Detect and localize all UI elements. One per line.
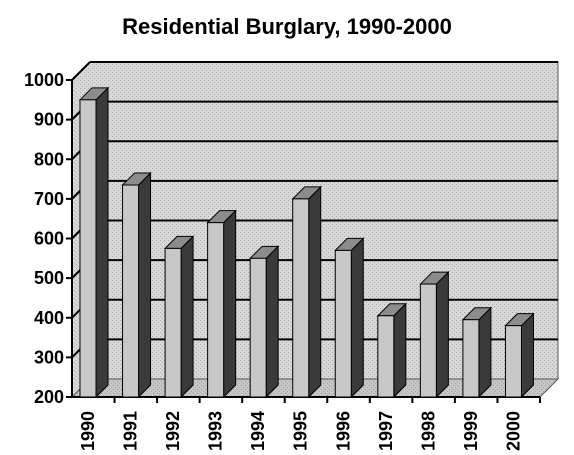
x-tick-label: 1995: [291, 411, 311, 451]
bar-side: [223, 209, 237, 399]
y-tick-label: 200: [34, 387, 64, 407]
x-tick-label: 1997: [376, 411, 396, 451]
x-tick-label: 1999: [461, 411, 481, 451]
x-tick-label: 1991: [121, 411, 141, 451]
bar: [334, 249, 352, 398]
y-tick-label: 300: [34, 347, 64, 367]
y-tick-label: 800: [34, 149, 64, 169]
x-tick-label: 1996: [333, 411, 353, 451]
bar-side: [180, 235, 194, 399]
bar: [164, 247, 182, 398]
x-tick-label: 1998: [418, 411, 438, 451]
bar: [419, 283, 437, 398]
x-tick-label: 1990: [78, 411, 98, 451]
bar: [292, 198, 310, 398]
bar-side: [520, 312, 534, 399]
bar-side: [393, 302, 407, 399]
bar-side: [308, 185, 322, 399]
y-tick-label: 500: [34, 268, 64, 288]
y-tick-label: 900: [34, 110, 64, 130]
bar: [377, 315, 395, 398]
y-tick-label: 1000: [24, 70, 64, 90]
y-tick-label: 400: [34, 308, 64, 328]
bar-side: [138, 171, 152, 399]
bar-side: [478, 306, 492, 399]
chart-title: Residential Burglary, 1990-2000: [122, 14, 452, 39]
bar: [249, 257, 267, 398]
x-tick-label: 2000: [503, 411, 523, 451]
bar: [504, 325, 522, 398]
bar: [122, 184, 140, 398]
bar-side: [350, 237, 364, 399]
y-tick-label: 600: [34, 229, 64, 249]
bar: [207, 222, 225, 398]
bars: [78, 86, 535, 399]
x-tick-label: 1994: [248, 411, 268, 451]
bar-side: [95, 86, 109, 399]
axis-labels: 200 300 400 500 600 700 800 900 1000 1990 1991 1992…: [24, 70, 524, 451]
y-tick-label: 700: [34, 189, 64, 209]
bar-side: [265, 245, 279, 399]
bar: [79, 99, 97, 398]
x-tick-label: 1992: [163, 411, 183, 451]
gridline-diagonal: [71, 61, 91, 81]
bar-side: [435, 270, 449, 399]
bar: [462, 319, 480, 398]
x-tick-label: 1993: [206, 411, 226, 451]
